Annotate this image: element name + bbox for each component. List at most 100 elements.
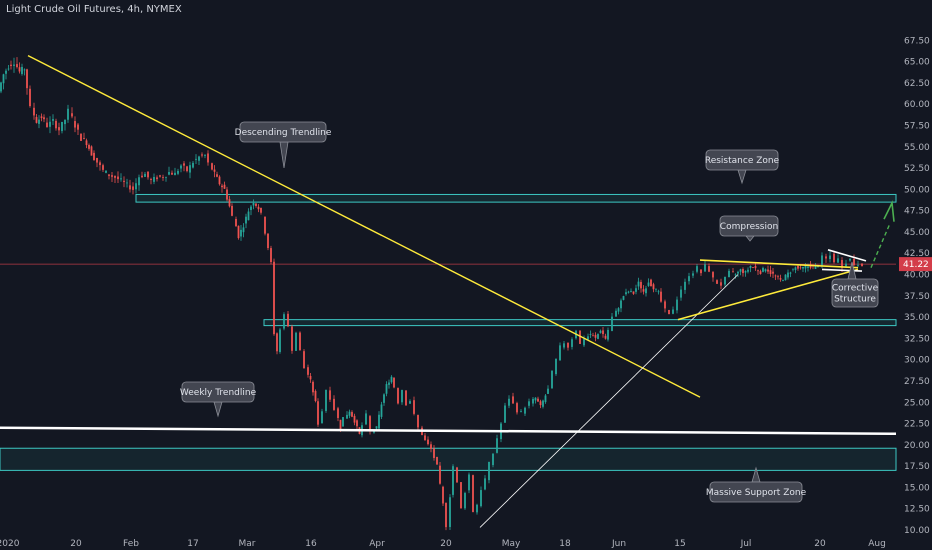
- candle-body-251: [779, 278, 782, 280]
- candle-body-143: [430, 444, 432, 449]
- candle-body-261: [804, 265, 807, 269]
- candle-body-184: [579, 330, 581, 344]
- candle-270: [833, 250, 835, 264]
- candle-149: [449, 494, 451, 531]
- candle-77: [223, 181, 226, 190]
- y-tick-23: 10.00: [904, 526, 930, 536]
- candle-body-180: [563, 343, 565, 348]
- candle-body-247: [769, 270, 772, 275]
- candle-155: [472, 474, 474, 513]
- candle-256: [792, 268, 794, 272]
- candle-body-74: [216, 174, 218, 177]
- candle-body-212: [655, 288, 657, 290]
- callout-pointer-2: [745, 235, 755, 242]
- candle-body-207: [642, 289, 645, 292]
- candle-body-218: [676, 299, 678, 311]
- candle-body-60: [174, 172, 176, 176]
- candle-body-232: [732, 271, 734, 273]
- candle-body-178: [555, 358, 557, 375]
- candle-215: [664, 299, 666, 313]
- candle-135: [401, 389, 403, 405]
- candle-214: [660, 288, 662, 303]
- candle-body-81: [235, 218, 237, 227]
- candle-body-102: [299, 332, 301, 351]
- candle-body-12: [33, 107, 35, 116]
- candle-69: [201, 152, 203, 158]
- y-tick-20: 17.50: [904, 462, 930, 472]
- candle-124: [369, 415, 371, 435]
- candle-body-97: [279, 329, 281, 352]
- candle-145: [436, 456, 438, 465]
- callout-1: Resistance Zone: [705, 149, 780, 185]
- candle-body-75: [218, 176, 221, 185]
- callout-box-2: [719, 215, 779, 237]
- candle-50: [144, 172, 146, 177]
- x-tick-14: Aug: [868, 539, 886, 549]
- candle-body-164: [508, 398, 510, 406]
- candle-body-244: [762, 267, 764, 272]
- candle-100: [291, 324, 293, 354]
- candle-227: [712, 270, 714, 282]
- candle-body-88: [252, 203, 255, 206]
- candle-247: [769, 265, 772, 277]
- candle-241: [754, 262, 757, 271]
- candle-body-64: [186, 166, 188, 172]
- candle-178: [555, 358, 557, 376]
- x-tick-4: Mar: [239, 539, 256, 549]
- candle-body-160: [492, 453, 494, 466]
- candle-250: [777, 274, 779, 280]
- candle-body-66: [192, 162, 194, 168]
- candle-body-43: [123, 180, 125, 182]
- candle-body-141: [424, 435, 426, 441]
- candle-body-200: [625, 292, 627, 295]
- candle-5: [13, 57, 15, 73]
- candle-175: [544, 393, 547, 404]
- candle-body-138: [413, 400, 415, 414]
- candle-body-256: [792, 268, 794, 270]
- candle-79: [228, 196, 231, 208]
- callout-0: Descending Trendline: [235, 121, 332, 169]
- candle-26: [74, 116, 76, 133]
- candle-40: [114, 175, 116, 184]
- candle-83: [240, 225, 242, 241]
- candle-body-3: [7, 68, 10, 70]
- candle-60: [174, 167, 176, 176]
- candle-body-229: [720, 282, 722, 286]
- descending-trendline: [27, 55, 701, 398]
- y-tick-8: 47.50: [904, 207, 930, 217]
- candle-271: [837, 254, 839, 264]
- candle-body-20: [55, 120, 57, 129]
- candle-53: [153, 173, 155, 185]
- y-tick-12: 37.50: [904, 292, 930, 302]
- candle-body-137: [409, 401, 411, 404]
- candle-body-166: [516, 403, 518, 413]
- candle-196: [615, 308, 617, 317]
- candle-body-128: [380, 404, 383, 417]
- candle-165: [512, 392, 514, 405]
- candle-7: [18, 62, 21, 74]
- y-tick-3: 60.00: [904, 100, 930, 110]
- candle-207: [642, 285, 645, 295]
- candle-133: [393, 376, 395, 389]
- candle-body-58: [168, 172, 170, 175]
- candle-body-236: [742, 269, 744, 274]
- candle-body-255: [789, 272, 792, 274]
- candle-64: [186, 165, 188, 173]
- candle-body-115: [342, 417, 344, 427]
- candle-body-16: [43, 117, 45, 120]
- candle-body-18: [49, 121, 51, 127]
- callout-5: Massive Support Zone: [706, 466, 807, 503]
- candle-body-105: [309, 375, 312, 380]
- candle-168: [524, 406, 526, 417]
- candle-190: [597, 333, 599, 340]
- candle-body-23: [64, 119, 66, 125]
- candle-231: [728, 268, 730, 278]
- candle-28: [80, 133, 82, 142]
- candle-body-199: [622, 296, 625, 300]
- candle-194: [607, 327, 609, 342]
- candle-body-14: [38, 119, 40, 124]
- candle-body-133: [393, 377, 395, 388]
- zone-0: [135, 193, 897, 203]
- candle-body-98: [283, 314, 285, 329]
